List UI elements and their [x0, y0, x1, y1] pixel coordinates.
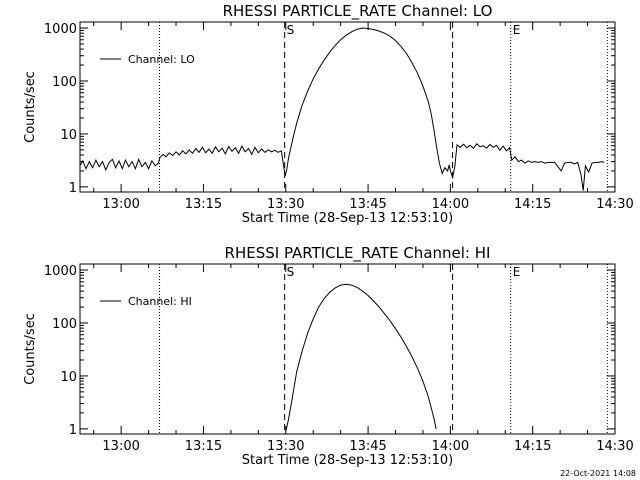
x-tick-label: 13:30 [267, 197, 304, 212]
x-tick-label: 14:00 [432, 197, 469, 212]
y-tick-label: 1 [69, 423, 77, 438]
x-tick-label: 13:00 [102, 197, 139, 212]
chart-title: RHESSI PARTICLE_RATE Channel: LO [223, 2, 493, 21]
x-tick-label: 14:30 [596, 439, 633, 454]
y-tick-label: 10 [60, 128, 77, 143]
x-tick-label: 13:00 [102, 439, 139, 454]
x-axis-label: Start Time (28-Sep-13 12:53:10) [242, 453, 453, 468]
x-tick-label: 14:15 [514, 197, 551, 212]
marker-label: S [287, 265, 295, 279]
x-axis-label: Start Time (28-Sep-13 12:53:10) [242, 211, 453, 226]
y-tick-label: 1000 [44, 22, 77, 37]
plot-frame [79, 21, 616, 193]
chart-title: RHESSI PARTICLE_RATE Channel: HI [225, 244, 491, 263]
y-axis-label: Counts/sec [23, 313, 38, 385]
x-tick-label: 13:15 [185, 439, 222, 454]
y-tick-label: 1 [69, 181, 77, 196]
x-tick-label: 13:45 [349, 197, 386, 212]
data-series-line [285, 283, 437, 432]
x-tick-label: 13:15 [185, 197, 222, 212]
hi-channel-panel: RHESSI PARTICLE_RATE Channel: HI 1 10 100 10… [23, 244, 634, 468]
legend-label: Channel: LO [128, 53, 195, 66]
y-tick-label: 1000 [44, 264, 77, 279]
marker-label: E [513, 265, 521, 279]
y-tick-label: 100 [52, 317, 77, 332]
legend-label: Channel: HI [128, 295, 192, 308]
x-tick-label: 13:30 [267, 439, 304, 454]
x-tick-label: 14:00 [432, 439, 469, 454]
x-tick-label: 13:45 [349, 439, 386, 454]
x-tick-label: 14:30 [596, 197, 633, 212]
y-tick-label: 100 [52, 75, 77, 90]
x-tick-label: 14:15 [514, 439, 551, 454]
generated-timestamp: 22-Oct-2021 14:08 [560, 469, 636, 478]
y-axis-label: Counts/sec [23, 71, 38, 143]
marker-label: S [287, 23, 295, 37]
plot-frame [79, 263, 616, 435]
data-series-line [79, 27, 605, 191]
lo-channel-panel: RHESSI PARTICLE_RATE Channel: LO 1 10 100 10… [23, 2, 634, 226]
marker-label: E [513, 23, 521, 37]
y-tick-label: 10 [60, 370, 77, 385]
